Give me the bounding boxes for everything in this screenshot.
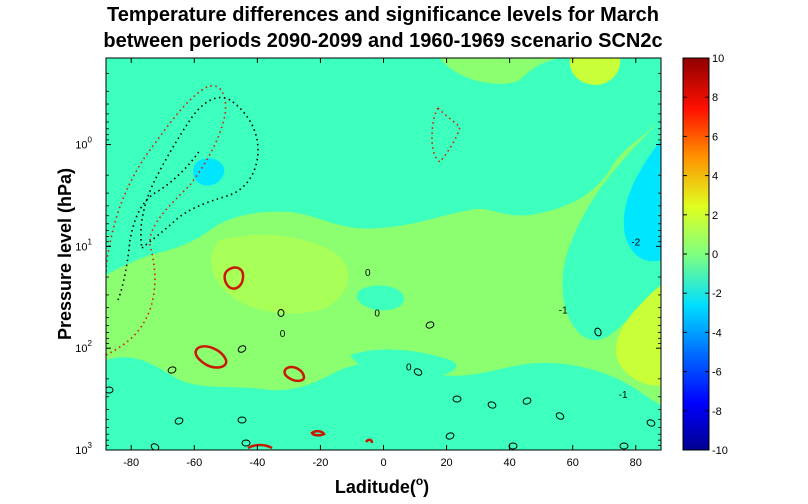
dotted-contour-outer-left xyxy=(106,85,227,356)
x-axis-ticks: -80 -60 -40 -20 0 20 40 60 80 xyxy=(123,58,642,469)
colorbar-tick-label: 4 xyxy=(712,171,718,183)
y-tick-label: 103 xyxy=(75,441,92,457)
y-tick-label: 100 xyxy=(75,136,92,152)
colorbar-tick-label: 0 xyxy=(712,249,718,261)
x-tick-label: -60 xyxy=(186,457,202,469)
y-tick-label: 102 xyxy=(75,339,92,355)
x-tick-label: -80 xyxy=(123,457,139,469)
colorbar-tick-label: 2 xyxy=(712,210,718,222)
y-tick-label: 101 xyxy=(75,237,92,253)
light-green-region-center xyxy=(211,234,349,314)
contour-value-label: 0 xyxy=(280,329,286,340)
dotted-contour-top-center xyxy=(431,106,461,164)
x-tick-label: 40 xyxy=(504,457,516,469)
x-axis-label-main: Laditude( xyxy=(335,477,416,497)
yellow-green-region-right xyxy=(616,285,661,386)
contour-value-label: -1 xyxy=(619,390,628,401)
colorbar-tick-label: 8 xyxy=(712,92,718,104)
teal-region-mid xyxy=(350,349,457,379)
solid-contour-red-2 xyxy=(194,345,228,369)
yellow-green-region-top-right xyxy=(569,58,621,85)
x-tick-label: 0 xyxy=(380,457,386,469)
dotted-contour-black-left xyxy=(117,149,201,301)
black-ellipse-contours xyxy=(106,309,656,450)
cyan-region-left xyxy=(193,158,225,186)
colorbar-tick-label: -4 xyxy=(712,327,722,339)
colorbar-tick-label: -8 xyxy=(712,406,722,418)
x-tick-label: -40 xyxy=(249,457,265,469)
x-tick-label: 80 xyxy=(630,457,642,469)
teal-region-right xyxy=(562,120,661,340)
x-tick-label: 60 xyxy=(567,457,579,469)
x-axis-label-superscript: o xyxy=(416,474,423,488)
contour-value-label: 0 xyxy=(365,268,371,279)
chart-title-line-2: between periods 2090-2099 and 1960-1969 … xyxy=(103,30,662,52)
solid-contour-red-3 xyxy=(283,365,306,383)
contour-labels: 0 0 0 0 -2 -1 -1 xyxy=(280,237,641,401)
contour-lines xyxy=(106,85,656,450)
solid-contour-red-bottom xyxy=(247,429,374,450)
y-axis-label: Pressure level (hPa) xyxy=(55,168,75,340)
contour-value-label: -2 xyxy=(631,237,640,248)
teal-patch-center xyxy=(356,285,405,311)
teal-region-upper-left xyxy=(106,58,661,275)
contour-value-label: 0 xyxy=(406,363,412,374)
chart-title-line-1: Temperature differences and significance… xyxy=(107,4,659,26)
cyan-region-right xyxy=(623,140,661,262)
colorbar-tick-label: -2 xyxy=(712,288,722,300)
colorbar xyxy=(682,57,710,451)
x-axis-label-end: ) xyxy=(423,477,429,497)
contour-fill-regions xyxy=(106,58,661,450)
teal-region-bottom xyxy=(106,357,661,450)
colorbar-tick-label: -6 xyxy=(712,367,722,379)
contour-value-label: -1 xyxy=(559,305,568,316)
colorbar-tick-label: 10 xyxy=(712,53,724,65)
colorbar-tick-label: -10 xyxy=(712,445,728,457)
contour-value-label: 0 xyxy=(374,309,380,320)
x-axis-label: Laditude(o) xyxy=(335,474,429,497)
x-tick-label: -20 xyxy=(312,457,328,469)
x-tick-label: 20 xyxy=(440,457,452,469)
colorbar-ticks: 10 8 6 4 2 0 -2 -4 -6 -8 -10 xyxy=(683,53,728,457)
y-axis-ticks: 100 101 102 103 xyxy=(75,72,661,457)
colorbar-tick-label: 6 xyxy=(712,131,718,143)
solid-contour-red-1 xyxy=(223,266,245,290)
